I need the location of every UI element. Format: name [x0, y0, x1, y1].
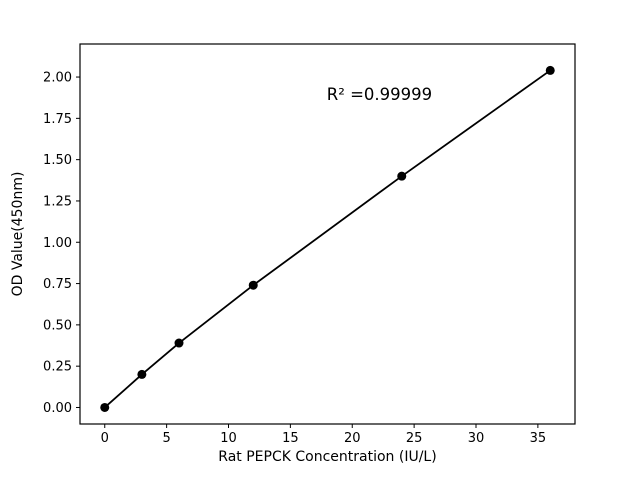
data-point [137, 369, 147, 379]
y-axis-tick-label: 0.75 [43, 277, 72, 292]
y-axis-tick-label: 0.00 [43, 401, 72, 416]
x-axis-tick-label: 5 [162, 431, 170, 446]
y-axis-tick-label: 1.50 [43, 153, 72, 168]
y-axis-tick-label: 1.00 [43, 236, 72, 251]
y-axis-tick-label: 0.50 [43, 318, 72, 333]
x-axis-tick-label: 35 [530, 431, 547, 446]
y-axis-tick-label: 2.00 [43, 71, 72, 86]
x-axis-tick-label: 20 [344, 431, 361, 446]
y-axis-tick-label: 1.75 [43, 112, 72, 127]
data-point [397, 171, 407, 181]
x-axis-tick-label: 0 [101, 431, 109, 446]
x-axis-tick-label: 30 [468, 431, 485, 446]
data-point [174, 338, 184, 348]
y-axis-label: OD Value(450nm) [10, 172, 26, 297]
x-axis-label: Rat PEPCK Concentration (IU/L) [218, 449, 436, 465]
y-axis-tick-label: 1.25 [43, 194, 72, 209]
data-point [545, 65, 555, 75]
x-axis-tick-label: 15 [282, 431, 299, 446]
data-line [103, 69, 552, 409]
data-point [248, 280, 258, 290]
x-axis-tick-label: 10 [220, 431, 237, 446]
data-point [100, 402, 110, 412]
y-axis-tick-label: 0.25 [43, 360, 72, 375]
plot-border [79, 43, 576, 425]
r-squared-annotation: R² =0.99999 [327, 85, 432, 104]
x-axis-tick-label: 25 [406, 431, 423, 446]
